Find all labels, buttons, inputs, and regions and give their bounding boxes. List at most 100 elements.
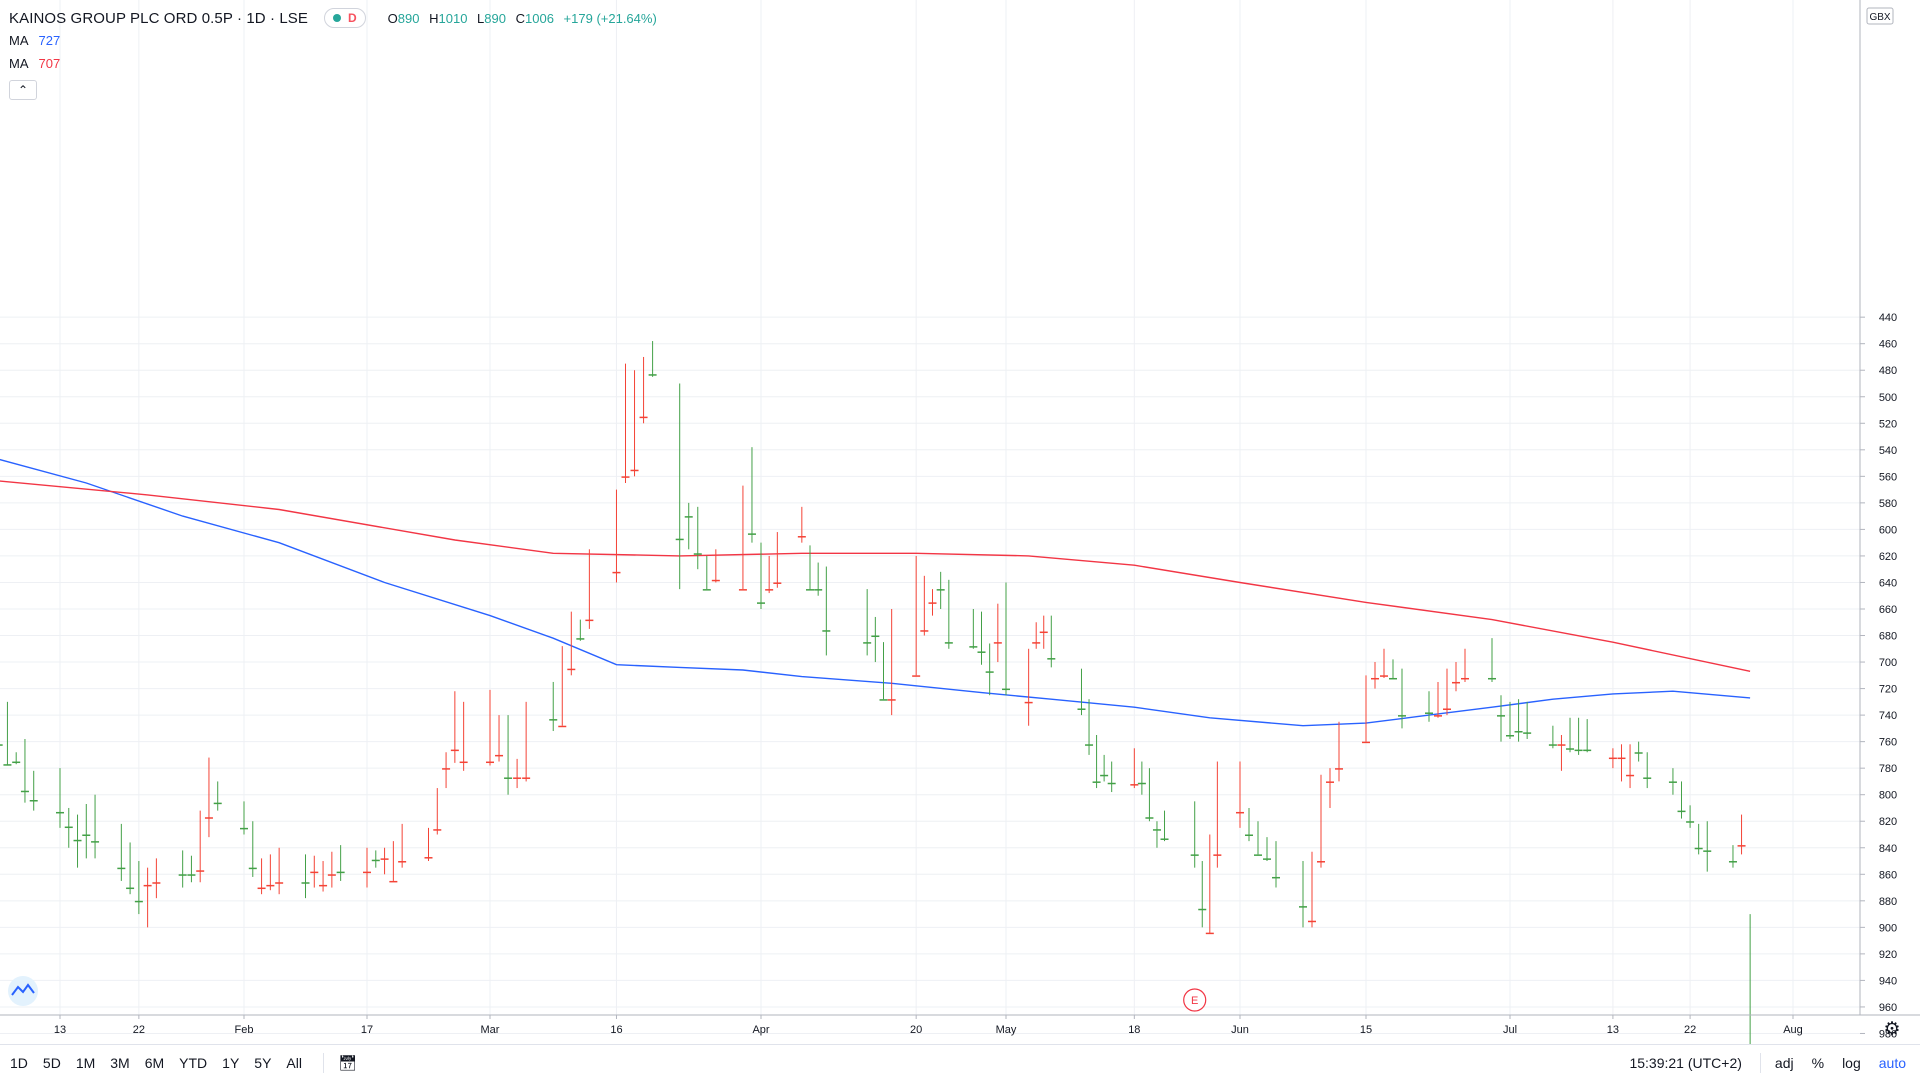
candle-body <box>380 858 389 860</box>
candle-body <box>1317 861 1325 863</box>
candle <box>363 847 371 888</box>
price-chart[interactable]: 100602:25:37 E 4404604805005205405605806… <box>0 0 1920 1044</box>
symbol-title[interactable]: KAINOS GROUP PLC ORD 0.5P · 1D · LSE <box>9 9 308 27</box>
candle <box>1728 845 1737 868</box>
ma-value: 727 <box>38 33 61 48</box>
candle-body <box>187 874 196 876</box>
range-1d-button[interactable]: 1D <box>10 1055 28 1071</box>
candle-body <box>1263 858 1271 860</box>
candle <box>757 542 765 609</box>
candle-body <box>91 841 100 843</box>
candle <box>1574 717 1583 755</box>
candle <box>248 821 257 877</box>
candle-body <box>433 829 442 831</box>
candle <box>1737 814 1746 855</box>
candle <box>1245 807 1253 842</box>
range-selector: 1D 5D 1M 3M 6M YTD 1Y 5Y All 📅︎ <box>10 1045 357 1081</box>
range-5y-button[interactable]: 5Y <box>254 1055 272 1071</box>
range-all-button[interactable]: All <box>286 1055 302 1071</box>
time-tick-label: 13 <box>54 1024 66 1036</box>
candle-body <box>648 374 657 376</box>
candle <box>64 807 73 848</box>
collapse-legend-button[interactable]: ⌃ <box>9 80 37 100</box>
log-toggle[interactable]: log <box>1842 1055 1861 1071</box>
candle-body <box>398 861 407 863</box>
candle-body <box>495 754 504 757</box>
candle-body <box>143 884 152 887</box>
calendar-range-icon[interactable]: 📅︎ <box>337 1055 358 1072</box>
candle <box>152 858 161 899</box>
range-1m-button[interactable]: 1M <box>75 1055 96 1071</box>
price-tick-label: 480 <box>1879 365 1897 377</box>
time-tick-label: Apr <box>752 1024 769 1036</box>
candle-body <box>1452 681 1460 684</box>
candle <box>711 549 720 583</box>
candle-body <box>639 416 648 419</box>
ohlc-values: O890 H1010 L890 C1006 +179 (+21.64%) <box>388 11 663 26</box>
candle-body <box>1272 876 1280 879</box>
candle-body <box>738 589 747 591</box>
price-tick-label: 700 <box>1879 657 1897 669</box>
candle <box>1643 752 1652 789</box>
low-label: L <box>477 10 485 26</box>
candle <box>567 611 576 676</box>
candle-body <box>1694 847 1703 850</box>
candle <box>1514 699 1523 742</box>
time-tick-label: Jul <box>1503 1024 1517 1036</box>
auto-toggle[interactable]: auto <box>1878 1055 1906 1071</box>
time-tick-label: 22 <box>1684 1024 1696 1036</box>
range-ytd-button[interactable]: YTD <box>179 1055 208 1071</box>
range-3m-button[interactable]: 3M <box>110 1055 130 1071</box>
candle-body <box>993 642 1002 644</box>
candle-body <box>747 533 756 535</box>
candle <box>1608 748 1617 769</box>
price-tick-label: 980 <box>1879 1028 1897 1040</box>
candle <box>871 616 880 663</box>
candle-body <box>1107 782 1116 785</box>
candle <box>684 502 693 550</box>
candle <box>1566 717 1575 753</box>
candle <box>985 643 994 696</box>
currency-label: GBX <box>1869 12 1890 23</box>
candle-body <box>1434 715 1442 717</box>
candle <box>1389 659 1397 680</box>
percent-toggle[interactable]: % <box>1811 1055 1825 1071</box>
earnings-marker[interactable]: E <box>1183 988 1207 1012</box>
candle <box>822 566 831 656</box>
range-6m-button[interactable]: 6M <box>144 1055 165 1071</box>
candle-body <box>1100 774 1109 777</box>
candle <box>187 855 196 883</box>
range-5d-button[interactable]: 5D <box>42 1055 61 1071</box>
candle <box>585 549 594 629</box>
candle-body <box>1398 715 1406 717</box>
candle <box>1634 741 1643 762</box>
candle-body <box>797 536 806 538</box>
ma-legend-2[interactable]: MA 707 <box>9 56 60 71</box>
ma-legend-1[interactable]: MA 727 <box>9 33 60 48</box>
candle <box>1205 834 1214 935</box>
moving-average-line <box>0 458 1751 727</box>
candle-body <box>1380 675 1388 677</box>
candle <box>1434 681 1442 718</box>
gear-icon[interactable]: ⚙ <box>1883 1019 1901 1040</box>
candle-body <box>1737 845 1746 847</box>
price-tick-label: 580 <box>1879 498 1897 510</box>
candle <box>879 642 888 701</box>
range-1y-button[interactable]: 1Y <box>222 1055 240 1071</box>
candle <box>1254 821 1262 856</box>
adj-toggle[interactable]: adj <box>1774 1055 1794 1071</box>
candle-body <box>1160 838 1169 840</box>
price-tick-label: 560 <box>1879 471 1897 483</box>
candle <box>20 738 29 803</box>
ma-label: MA <box>9 33 29 48</box>
candle <box>1686 805 1695 828</box>
price-tick-label: 540 <box>1879 445 1897 457</box>
candle-body <box>1686 821 1695 823</box>
candle-body <box>1085 744 1094 746</box>
chevron-up-icon: ⌃ <box>17 83 29 97</box>
delay-badge[interactable]: D <box>323 8 366 28</box>
earnings-label: E <box>1191 995 1198 1007</box>
clock-readout[interactable]: 15:39:21 (UTC+2) <box>1629 1055 1742 1071</box>
candle <box>887 608 896 716</box>
candle <box>1024 648 1033 726</box>
